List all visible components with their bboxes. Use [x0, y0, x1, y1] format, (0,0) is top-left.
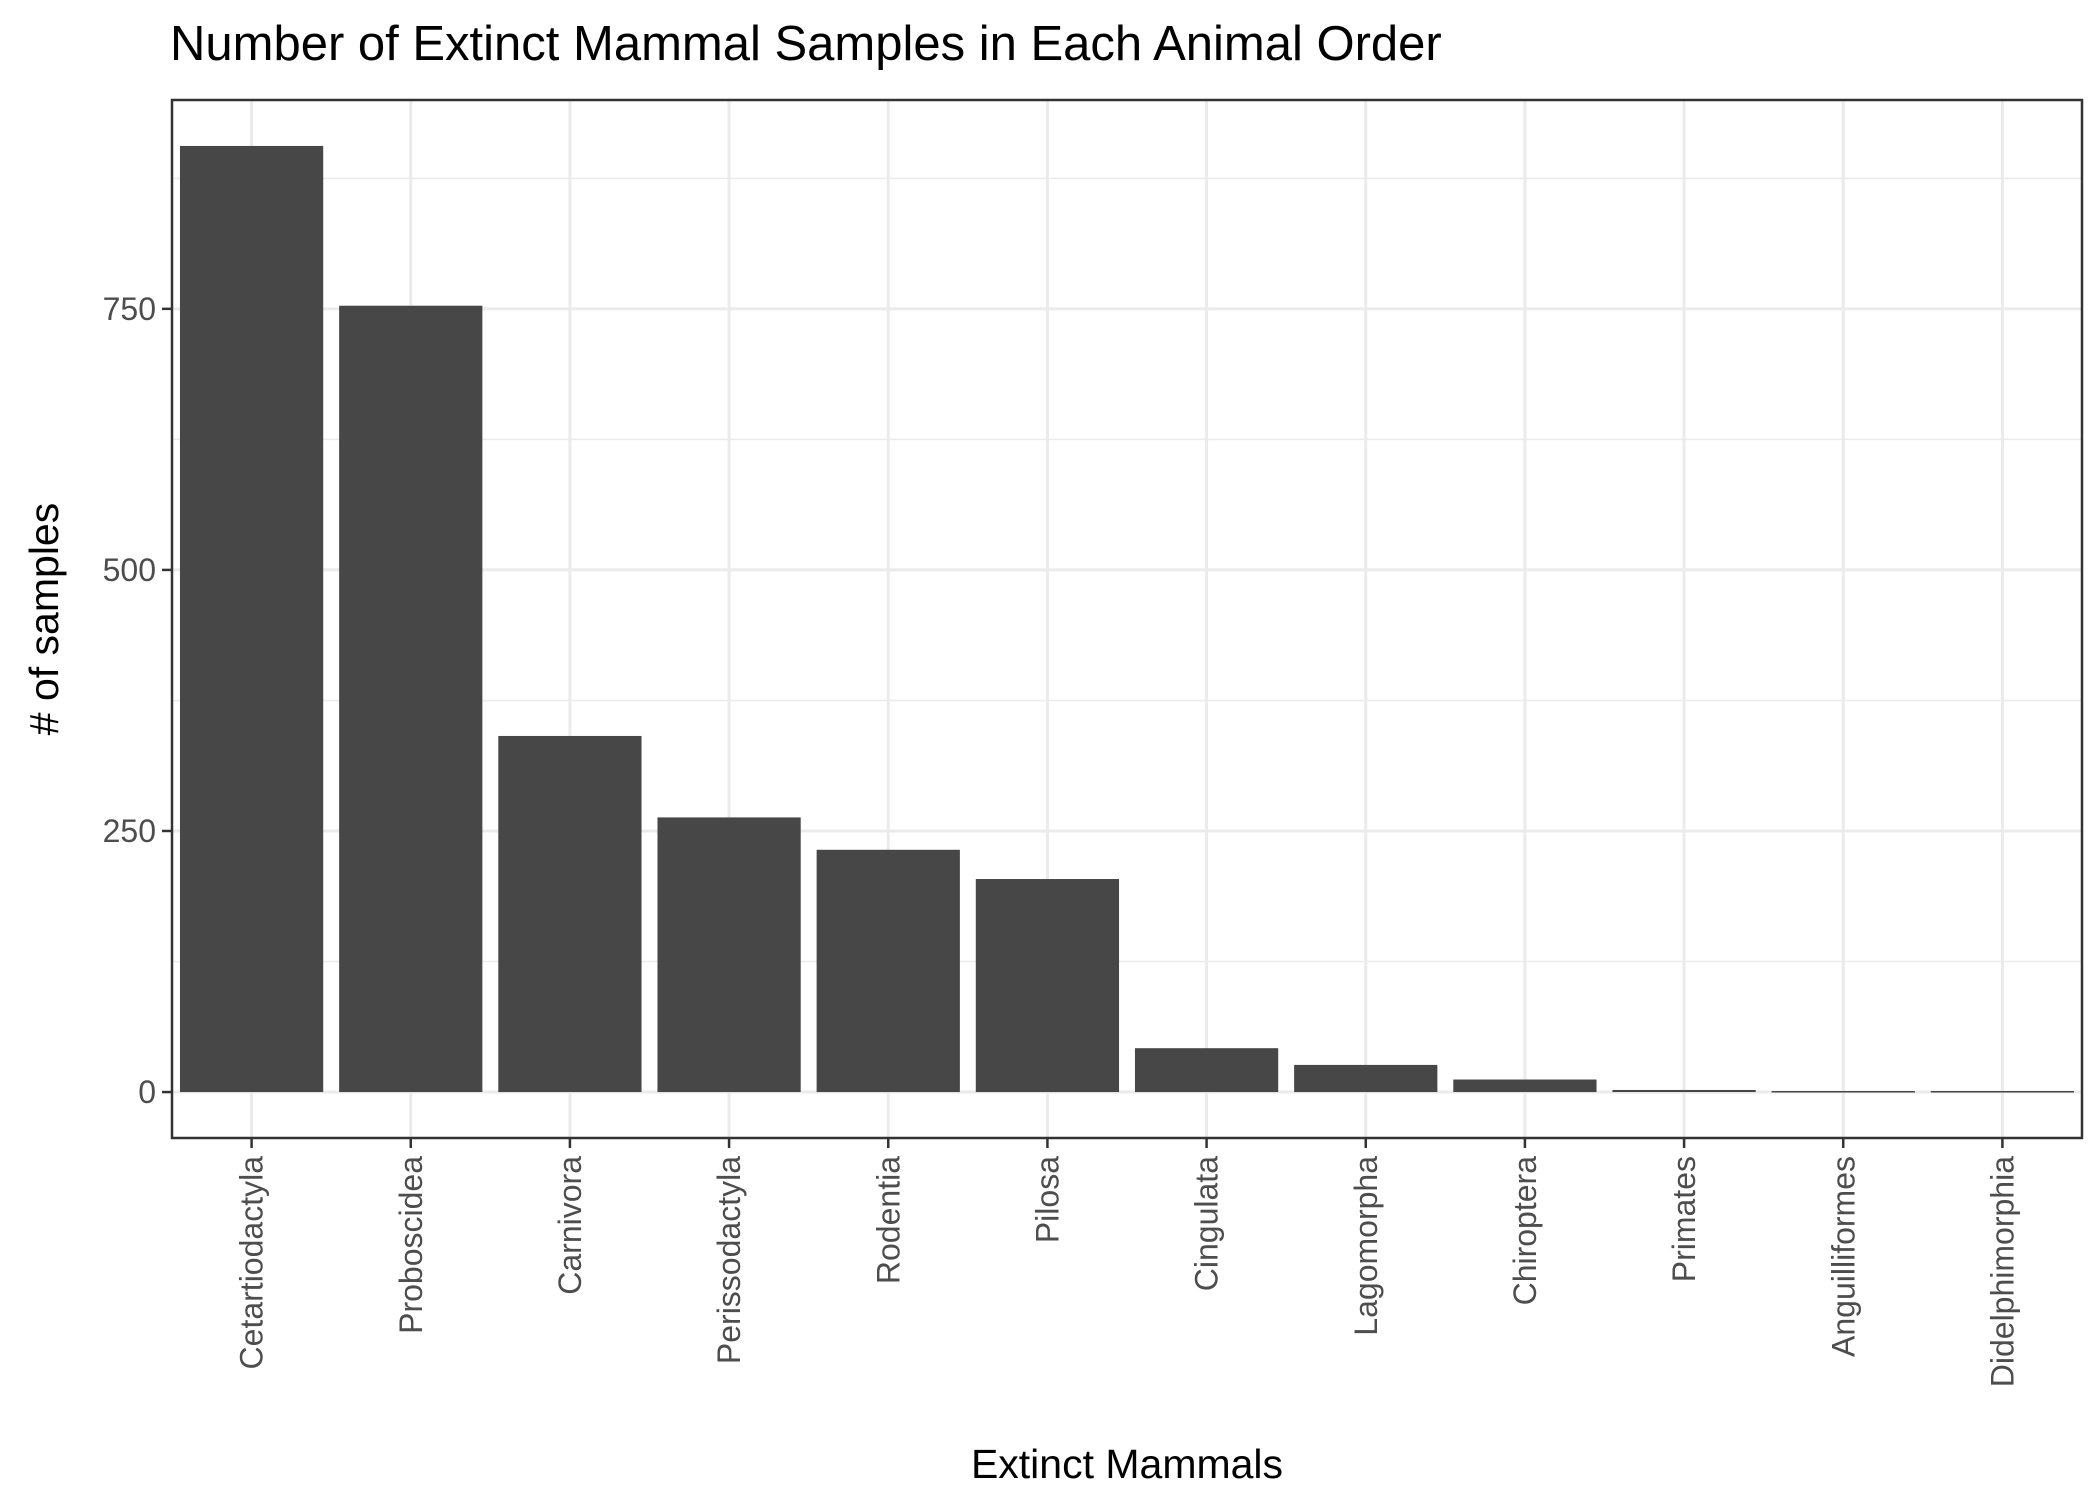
x-tick-label: Cingulata	[1189, 1156, 1225, 1291]
bar-chiroptera	[1453, 1079, 1597, 1093]
y-axis: 0 250 500 750	[103, 291, 172, 1110]
x-tick-label: Lagomorpha	[1348, 1156, 1384, 1336]
y-tick-label: 750	[103, 291, 156, 327]
x-tick-label: Proboscidea	[393, 1156, 429, 1334]
x-tick-label: Cetartiodactyla	[234, 1156, 270, 1370]
x-tick-label: Chiroptera	[1507, 1156, 1543, 1306]
plot-panel-background	[172, 100, 2082, 1138]
y-axis-title: # of samples	[21, 503, 67, 735]
bar-rodentia	[816, 849, 960, 1093]
x-tick-label: Rodentia	[870, 1156, 906, 1284]
x-tick-label: Perissodactyla	[711, 1156, 747, 1364]
plot-panel-border	[170, 98, 2084, 1140]
bar-carnivora	[498, 735, 642, 1093]
x-tick-label: Anguilliformes	[1825, 1156, 1861, 1357]
x-tick-label: Carnivora	[552, 1156, 588, 1295]
y-tick-label: 500	[103, 552, 156, 588]
x-axis-title: Extinct Mammals	[971, 1441, 1283, 1487]
x-axis: Cetartiodactyla Proboscidea Carnivora Peris…	[234, 1138, 2020, 1387]
x-tick-label: Primates	[1666, 1156, 1702, 1282]
minor-gridlines	[172, 177, 2082, 963]
x-tick-label: Pilosa	[1029, 1156, 1065, 1243]
bar-perissodactyla	[657, 817, 801, 1093]
bar-cingulata	[1134, 1048, 1279, 1093]
bar-cetartiodactyla	[179, 145, 324, 1093]
bar-anguilliformes	[1771, 1091, 1915, 1093]
bar-lagomorpha	[1294, 1064, 1438, 1093]
x-tick-label: Didelphimorphia	[1984, 1156, 2020, 1387]
bars	[179, 145, 2075, 1093]
y-tick-label: 0	[138, 1074, 156, 1110]
bar-primates	[1612, 1089, 1756, 1093]
bar-pilosa	[975, 879, 1120, 1093]
y-tick-label: 250	[103, 813, 156, 849]
bar-proboscidea	[339, 305, 483, 1093]
bar-didelphimorphia	[1930, 1091, 2075, 1093]
chart-title: Number of Extinct Mammal Samples in Each…	[170, 17, 1442, 71]
